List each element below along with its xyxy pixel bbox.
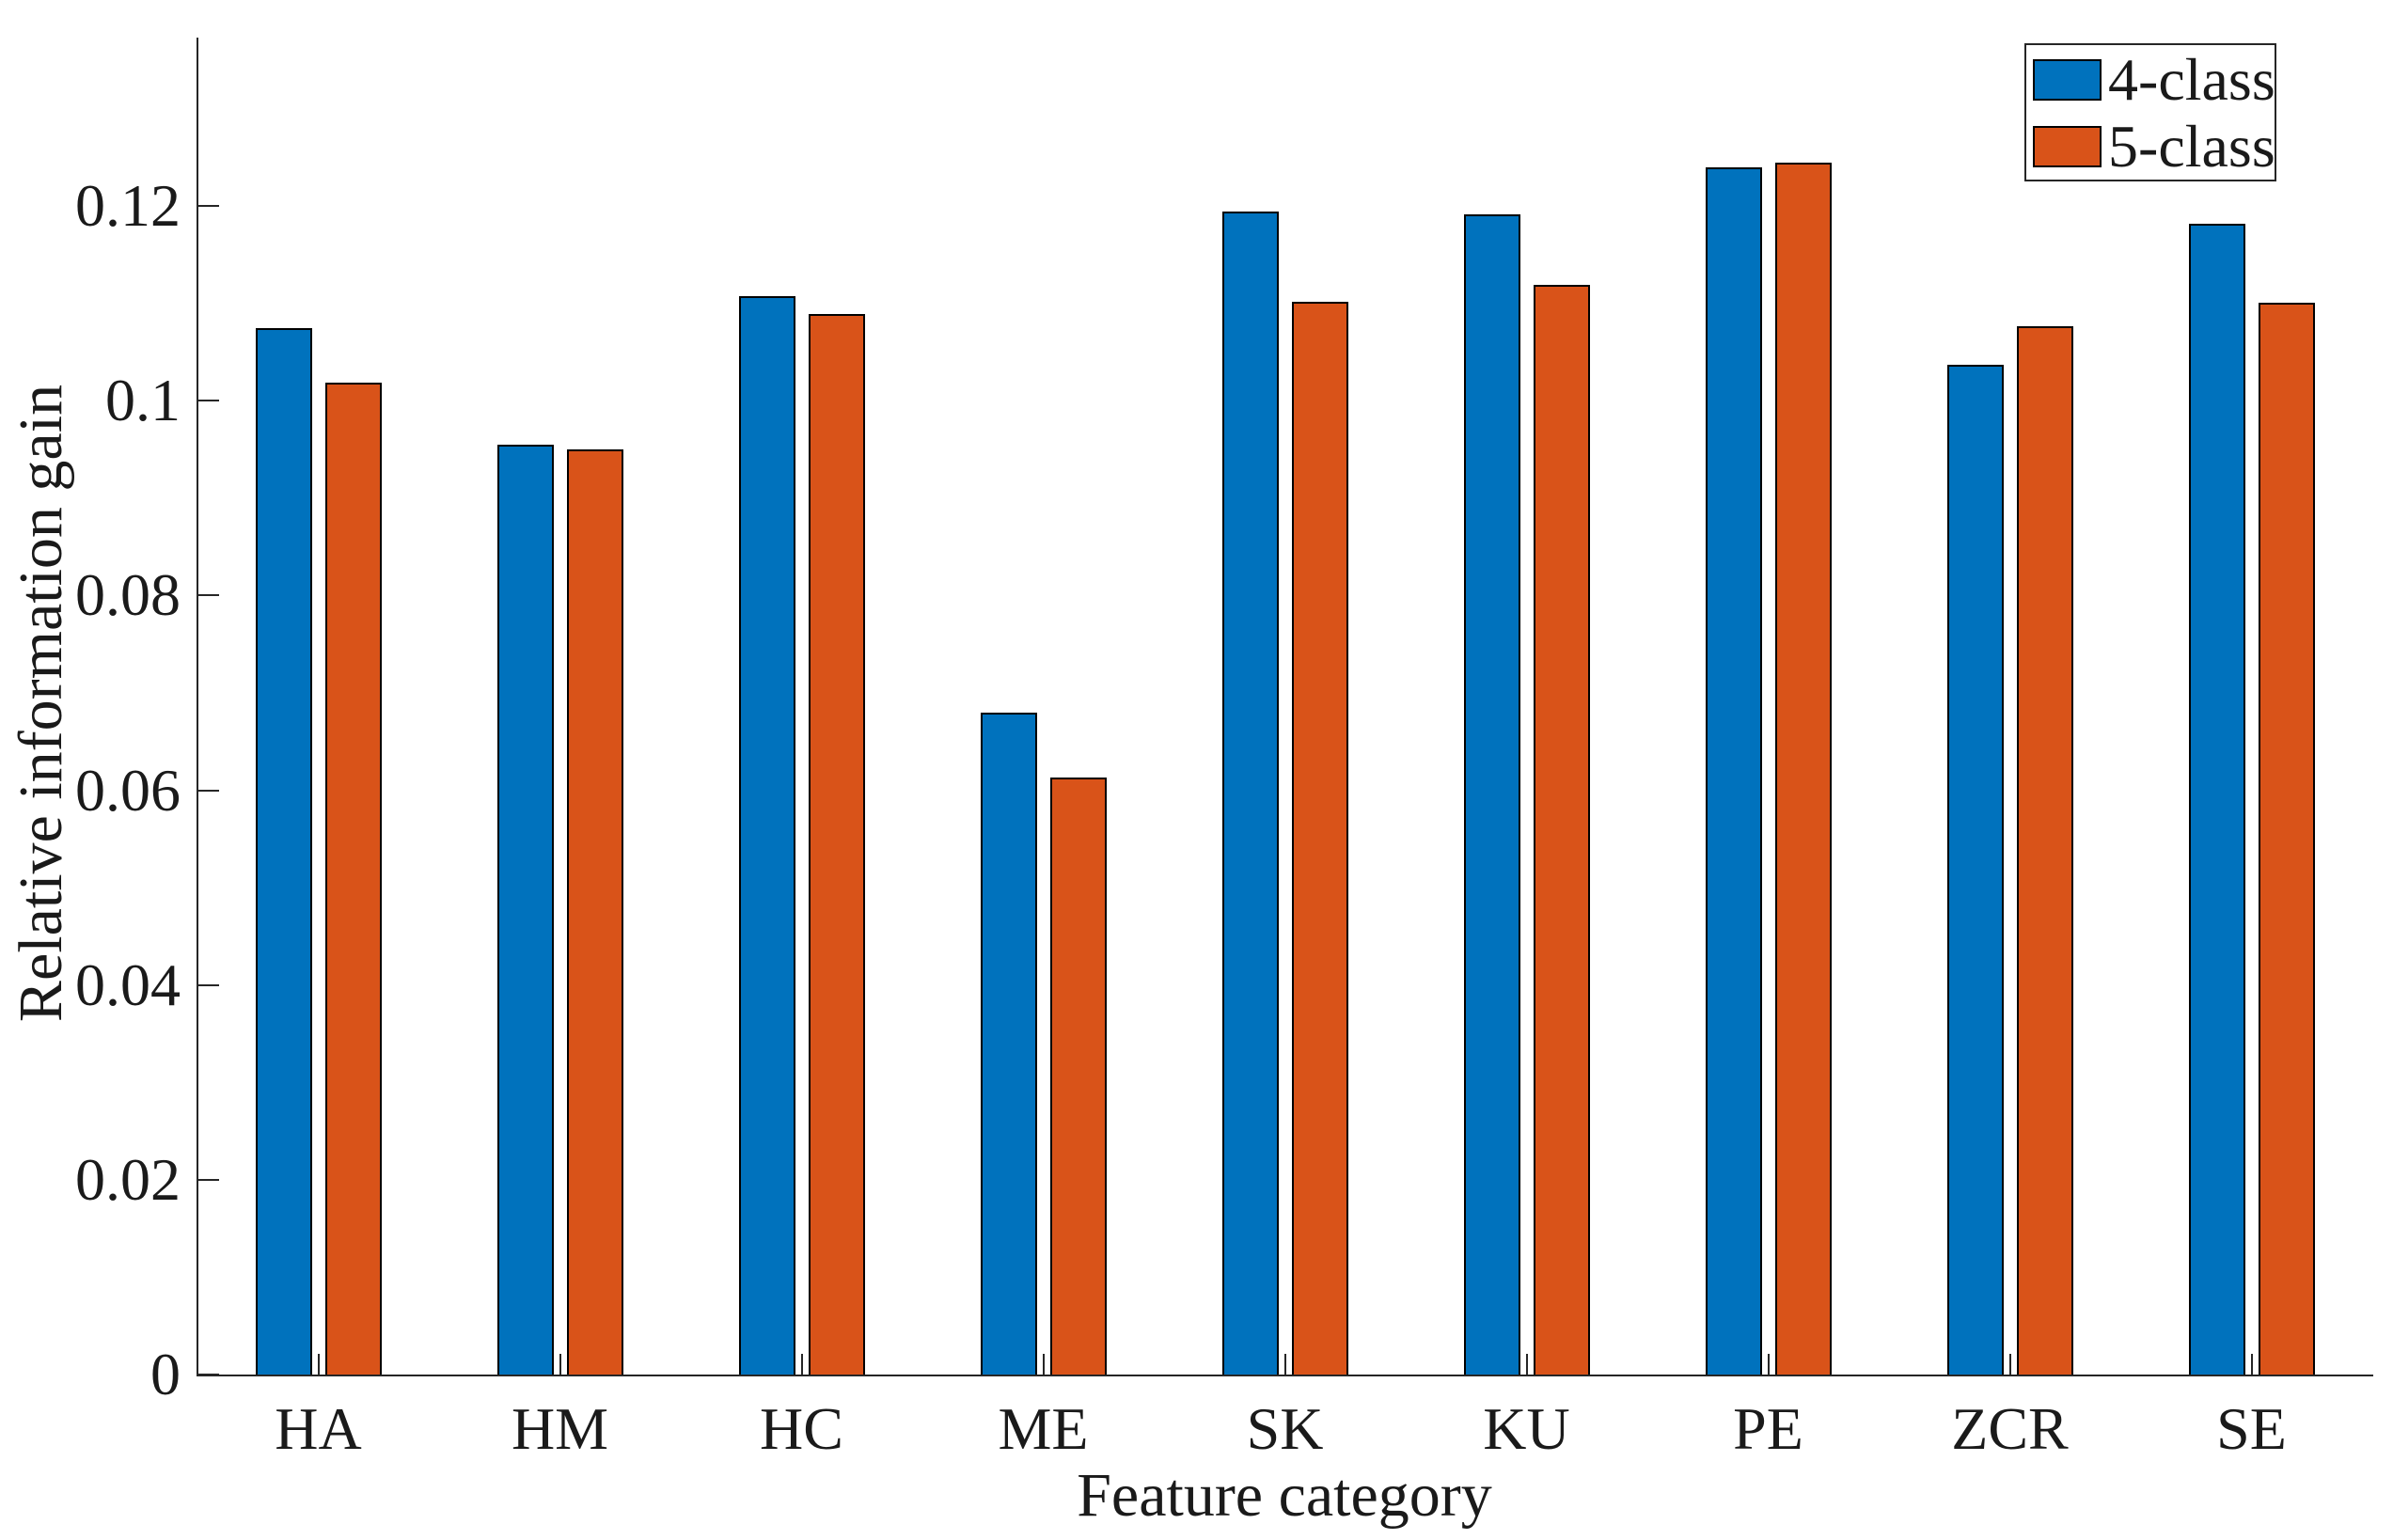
category-label: HA (275, 1395, 362, 1462)
category-label: PE (1733, 1395, 1803, 1462)
bar-5-class-PE (1774, 162, 1832, 1376)
bar-4-class-HC (738, 296, 795, 1376)
bar-5-class-HM (566, 449, 623, 1376)
y-tick-label: 0.06 (75, 756, 181, 824)
bar-5-class-SE (2258, 302, 2315, 1376)
bar-4-class-SK (1221, 212, 1279, 1376)
legend-item-4-class: 4-class (2033, 50, 2275, 110)
legend-item-5-class: 5-class (2033, 117, 2275, 177)
category-label: HC (760, 1395, 843, 1462)
x-tick (1525, 1354, 1528, 1375)
y-tick (198, 983, 219, 986)
category-label: SK (1246, 1395, 1324, 1462)
y-tick (198, 400, 219, 402)
x-tick (1767, 1354, 1770, 1375)
y-tick (198, 1178, 219, 1181)
y-tick-label: 0.08 (75, 561, 181, 629)
legend-label-5-class: 5-class (2108, 113, 2275, 180)
y-tick (198, 205, 219, 208)
bar-4-class-HM (496, 444, 554, 1376)
category-label: ME (998, 1395, 1089, 1462)
category-label: SE (2216, 1395, 2287, 1462)
bar-4-class-HA (255, 327, 312, 1376)
y-axis-title: Relative information gain (7, 384, 75, 1023)
bar-5-class-KU (1533, 285, 1590, 1376)
y-tick-label: 0.04 (75, 951, 181, 1018)
bar-5-class-ZCR (2016, 325, 2073, 1376)
x-tick (1283, 1354, 1286, 1375)
x-tick (1042, 1354, 1045, 1375)
y-axis-line (197, 38, 198, 1376)
bar-5-class-HC (808, 314, 865, 1376)
x-tick (800, 1354, 803, 1375)
y-tick-label: 0.12 (75, 172, 181, 240)
x-axis-title: Feature category (1077, 1461, 1492, 1530)
y-tick-label: 0 (150, 1341, 181, 1407)
x-tick (559, 1354, 561, 1375)
x-tick (2250, 1354, 2253, 1375)
bar-5-class-HA (324, 382, 382, 1376)
category-label: KU (1483, 1395, 1570, 1462)
bar-4-class-ME (980, 712, 1037, 1376)
bar-4-class-SE (2188, 223, 2245, 1376)
legend-swatch-5-class (2033, 126, 2102, 167)
legend: 4-class 5-class (2024, 43, 2276, 181)
legend-label-4-class: 4-class (2108, 46, 2275, 113)
category-label: ZCR (1951, 1395, 2069, 1462)
category-label: HM (511, 1395, 609, 1462)
y-tick (198, 789, 219, 792)
bar-5-class-ME (1049, 778, 1107, 1376)
bar-4-class-ZCR (1946, 364, 2004, 1376)
x-tick (2008, 1354, 2011, 1375)
bar-4-class-KU (1463, 214, 1520, 1376)
y-tick (198, 594, 219, 597)
legend-swatch-4-class (2033, 59, 2102, 101)
y-tick-label: 0.1 (105, 367, 181, 434)
bar-5-class-SK (1291, 301, 1348, 1376)
y-tick-label: 0.02 (75, 1145, 181, 1213)
bar-4-class-PE (1705, 166, 1762, 1376)
x-axis-line (197, 1375, 2373, 1376)
x-tick (317, 1354, 320, 1375)
